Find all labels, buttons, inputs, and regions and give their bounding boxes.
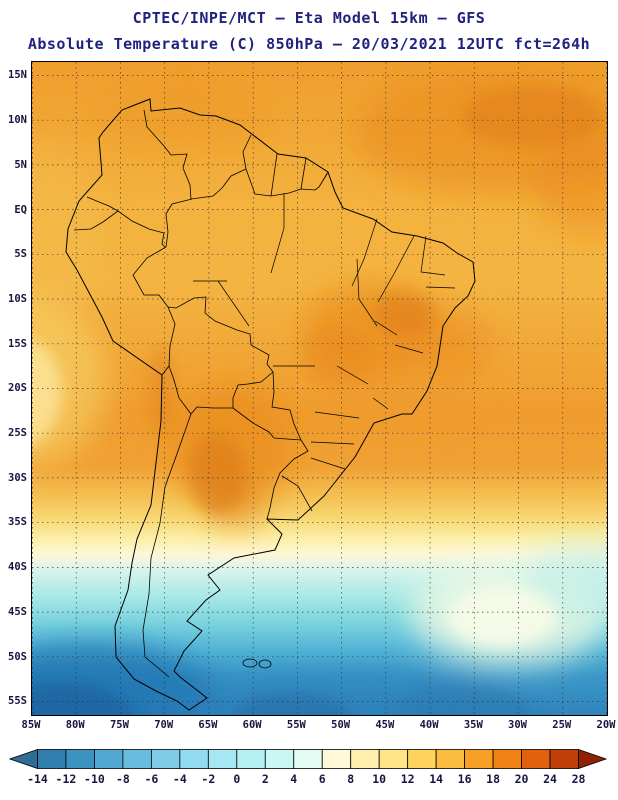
colorbar-cell — [492, 749, 522, 769]
lat-label: EQ — [14, 203, 27, 216]
lon-label: 85W — [21, 719, 41, 731]
longitude-axis: 85W 80W 75W 70W 65W 60W 55W 50W 45W 40W 35W 30W 25W 2… — [22, 718, 616, 736]
colorbar-cell — [179, 749, 209, 769]
title-line-2: Absolute Temperature (C) 850hPa – 20/03/… — [27, 35, 591, 53]
lat-label: 25S — [8, 427, 27, 439]
colorbar-cell — [207, 749, 238, 769]
islands — [242, 658, 272, 669]
lat-label: 10N — [8, 114, 27, 127]
colorbar-cell — [264, 749, 295, 769]
lon-label: 20W — [596, 719, 616, 731]
colorbar-tick-label: -8 — [115, 772, 130, 786]
header: CPTEC/INPE/MCT – Eta Model 15km – GFS Ab… — [0, 0, 618, 53]
lon-label: 80W — [65, 719, 85, 731]
lon-label: 30W — [508, 719, 527, 731]
colorbar-tick-label: -4 — [172, 772, 187, 786]
colorbar-tick-label: -6 — [144, 772, 159, 786]
lat-label: 45S — [8, 605, 27, 618]
lon-label: 35W — [463, 719, 483, 731]
colorbar-tick-label: 28 — [571, 772, 586, 786]
colorbar-tick-label: 12 — [400, 772, 415, 786]
lon-label: 50W — [331, 719, 351, 731]
colorbar-tick-label: -10 — [84, 772, 105, 786]
colorbar-cell — [293, 749, 323, 769]
colorbar: -14 -12 -10 -8 -6 -4 -2 0 2 4 6 8 10 12 14 16 18 20 24 28 — [9, 749, 609, 790]
country-borders — [73, 109, 329, 678]
colorbar-cell — [65, 749, 95, 769]
colorbar-cell — [37, 749, 67, 769]
colorbar-cell — [549, 749, 579, 769]
geography — [65, 98, 476, 711]
map-area: 15N 10N 5N EQ 5S 10S 15S 20S 25S 30S 35S 40S 45S 50S 5… — [0, 61, 618, 737]
colorbar-tick-label: 24 — [543, 772, 557, 786]
colorbar-cell — [521, 749, 551, 769]
lon-label: 75W — [109, 719, 129, 731]
lon-label: 70W — [154, 719, 174, 731]
lat-label: 50S — [8, 650, 27, 663]
colorbar-tick-label: 8 — [347, 772, 355, 786]
colorbar-cell — [435, 749, 466, 769]
colorbar-tick-label: 14 — [429, 772, 444, 786]
colorbar-tick-label: 4 — [290, 772, 298, 786]
colorbar-tick-label: 6 — [318, 772, 326, 786]
grid-lines — [32, 62, 607, 715]
lon-label: 25W — [552, 719, 572, 731]
colorbar-cell — [407, 749, 437, 769]
title-line-1: CPTEC/INPE/MCT – Eta Model 15km – GFS — [132, 9, 486, 27]
colorbar-tick-label: -2 — [201, 772, 216, 786]
lon-label: 55W — [286, 719, 306, 731]
lat-label: 15N — [8, 69, 27, 82]
lat-label: 20S — [8, 382, 27, 395]
colorbar-cell — [9, 749, 38, 769]
colorbar-cell — [236, 749, 266, 769]
colorbar-cell — [578, 749, 608, 769]
colorbar-tick-label: 16 — [457, 772, 472, 786]
state-borders — [193, 193, 456, 470]
colorbar-cell — [378, 749, 409, 769]
lat-label: 30S — [8, 471, 27, 484]
colorbar-tick-label: 20 — [514, 772, 529, 786]
colorbar-tick-label: 10 — [372, 772, 387, 786]
lon-label: 40W — [419, 719, 439, 731]
lon-label: 60W — [242, 719, 262, 731]
colorbar-cell — [350, 749, 380, 769]
lat-label: 5N — [14, 158, 27, 171]
lat-label: 15S — [8, 337, 27, 350]
lon-label: 45W — [375, 719, 395, 731]
lat-label: 35S — [8, 516, 27, 529]
colorbar-tick-label: 2 — [261, 772, 269, 786]
colorbar-cell — [94, 749, 124, 769]
lat-label: 5S — [14, 248, 27, 261]
latitude-axis: 15N 10N 5N EQ 5S 10S 15S 20S 25S 30S 35S 40S 45S 50S 5… — [0, 62, 29, 717]
colorbar-tick-label: 0 — [233, 772, 241, 786]
colorbar-tick-label: 18 — [486, 772, 501, 786]
lon-label: 65W — [198, 719, 218, 731]
colorbar-cell — [321, 749, 352, 769]
colorbar-tick-label: -14 — [27, 772, 48, 786]
map-svg — [32, 62, 607, 715]
lat-label: 55S — [8, 695, 27, 708]
colorbar-svg — [9, 749, 608, 769]
colorbar-tick-label: -12 — [55, 772, 77, 786]
colorbar-cell — [150, 749, 181, 769]
map-frame — [31, 61, 608, 716]
colorbar-tick-labels: -14 -12 -10 -8 -6 -4 -2 0 2 4 6 8 10 12 14 16 18 20 24 28 — [9, 772, 609, 790]
temperature-field-anomalies — [32, 70, 607, 715]
colorbar-cell — [122, 749, 152, 769]
lat-label: 10S — [8, 292, 27, 305]
colorbar-cell — [464, 749, 494, 769]
lat-label: 40S — [8, 561, 27, 574]
